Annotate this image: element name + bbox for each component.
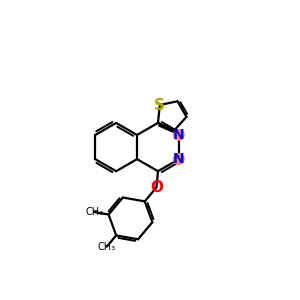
Text: CH₃: CH₃ (85, 207, 103, 217)
Text: N: N (173, 128, 185, 142)
Text: O: O (150, 180, 163, 195)
Text: CH₃: CH₃ (98, 242, 116, 252)
Text: N: N (173, 152, 185, 166)
Circle shape (174, 130, 184, 140)
Text: S: S (154, 98, 165, 112)
Circle shape (174, 154, 184, 164)
